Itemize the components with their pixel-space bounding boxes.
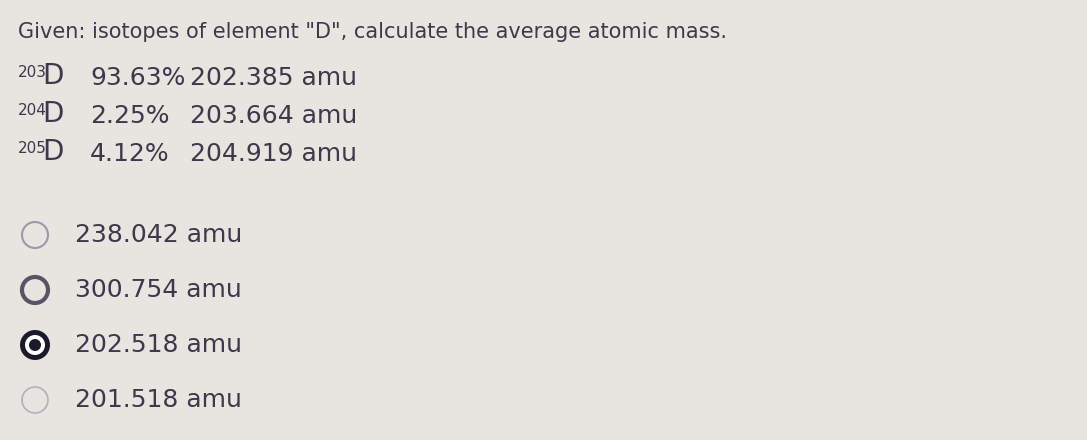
Text: 202.518 amu: 202.518 amu bbox=[75, 333, 242, 357]
Text: 203.664 amu: 203.664 amu bbox=[190, 104, 358, 128]
Text: 4.12%: 4.12% bbox=[90, 142, 170, 166]
Circle shape bbox=[20, 330, 50, 360]
Text: D: D bbox=[42, 138, 63, 166]
Text: 93.63%: 93.63% bbox=[90, 66, 186, 90]
Text: 201.518 amu: 201.518 amu bbox=[75, 388, 242, 412]
Text: Given: isotopes of element "D", calculate the average atomic mass.: Given: isotopes of element "D", calculat… bbox=[18, 22, 727, 42]
Text: 2.25%: 2.25% bbox=[90, 104, 170, 128]
Text: 205: 205 bbox=[18, 141, 47, 156]
Text: D: D bbox=[42, 100, 63, 128]
Text: 204: 204 bbox=[18, 103, 47, 118]
Text: 300.754 amu: 300.754 amu bbox=[75, 278, 241, 302]
Text: 203: 203 bbox=[18, 65, 47, 80]
Circle shape bbox=[29, 339, 41, 351]
Text: D: D bbox=[42, 62, 63, 90]
Text: 202.385 amu: 202.385 amu bbox=[190, 66, 357, 90]
Text: 238.042 amu: 238.042 amu bbox=[75, 223, 242, 247]
Text: 204.919 amu: 204.919 amu bbox=[190, 142, 357, 166]
Circle shape bbox=[25, 335, 45, 355]
